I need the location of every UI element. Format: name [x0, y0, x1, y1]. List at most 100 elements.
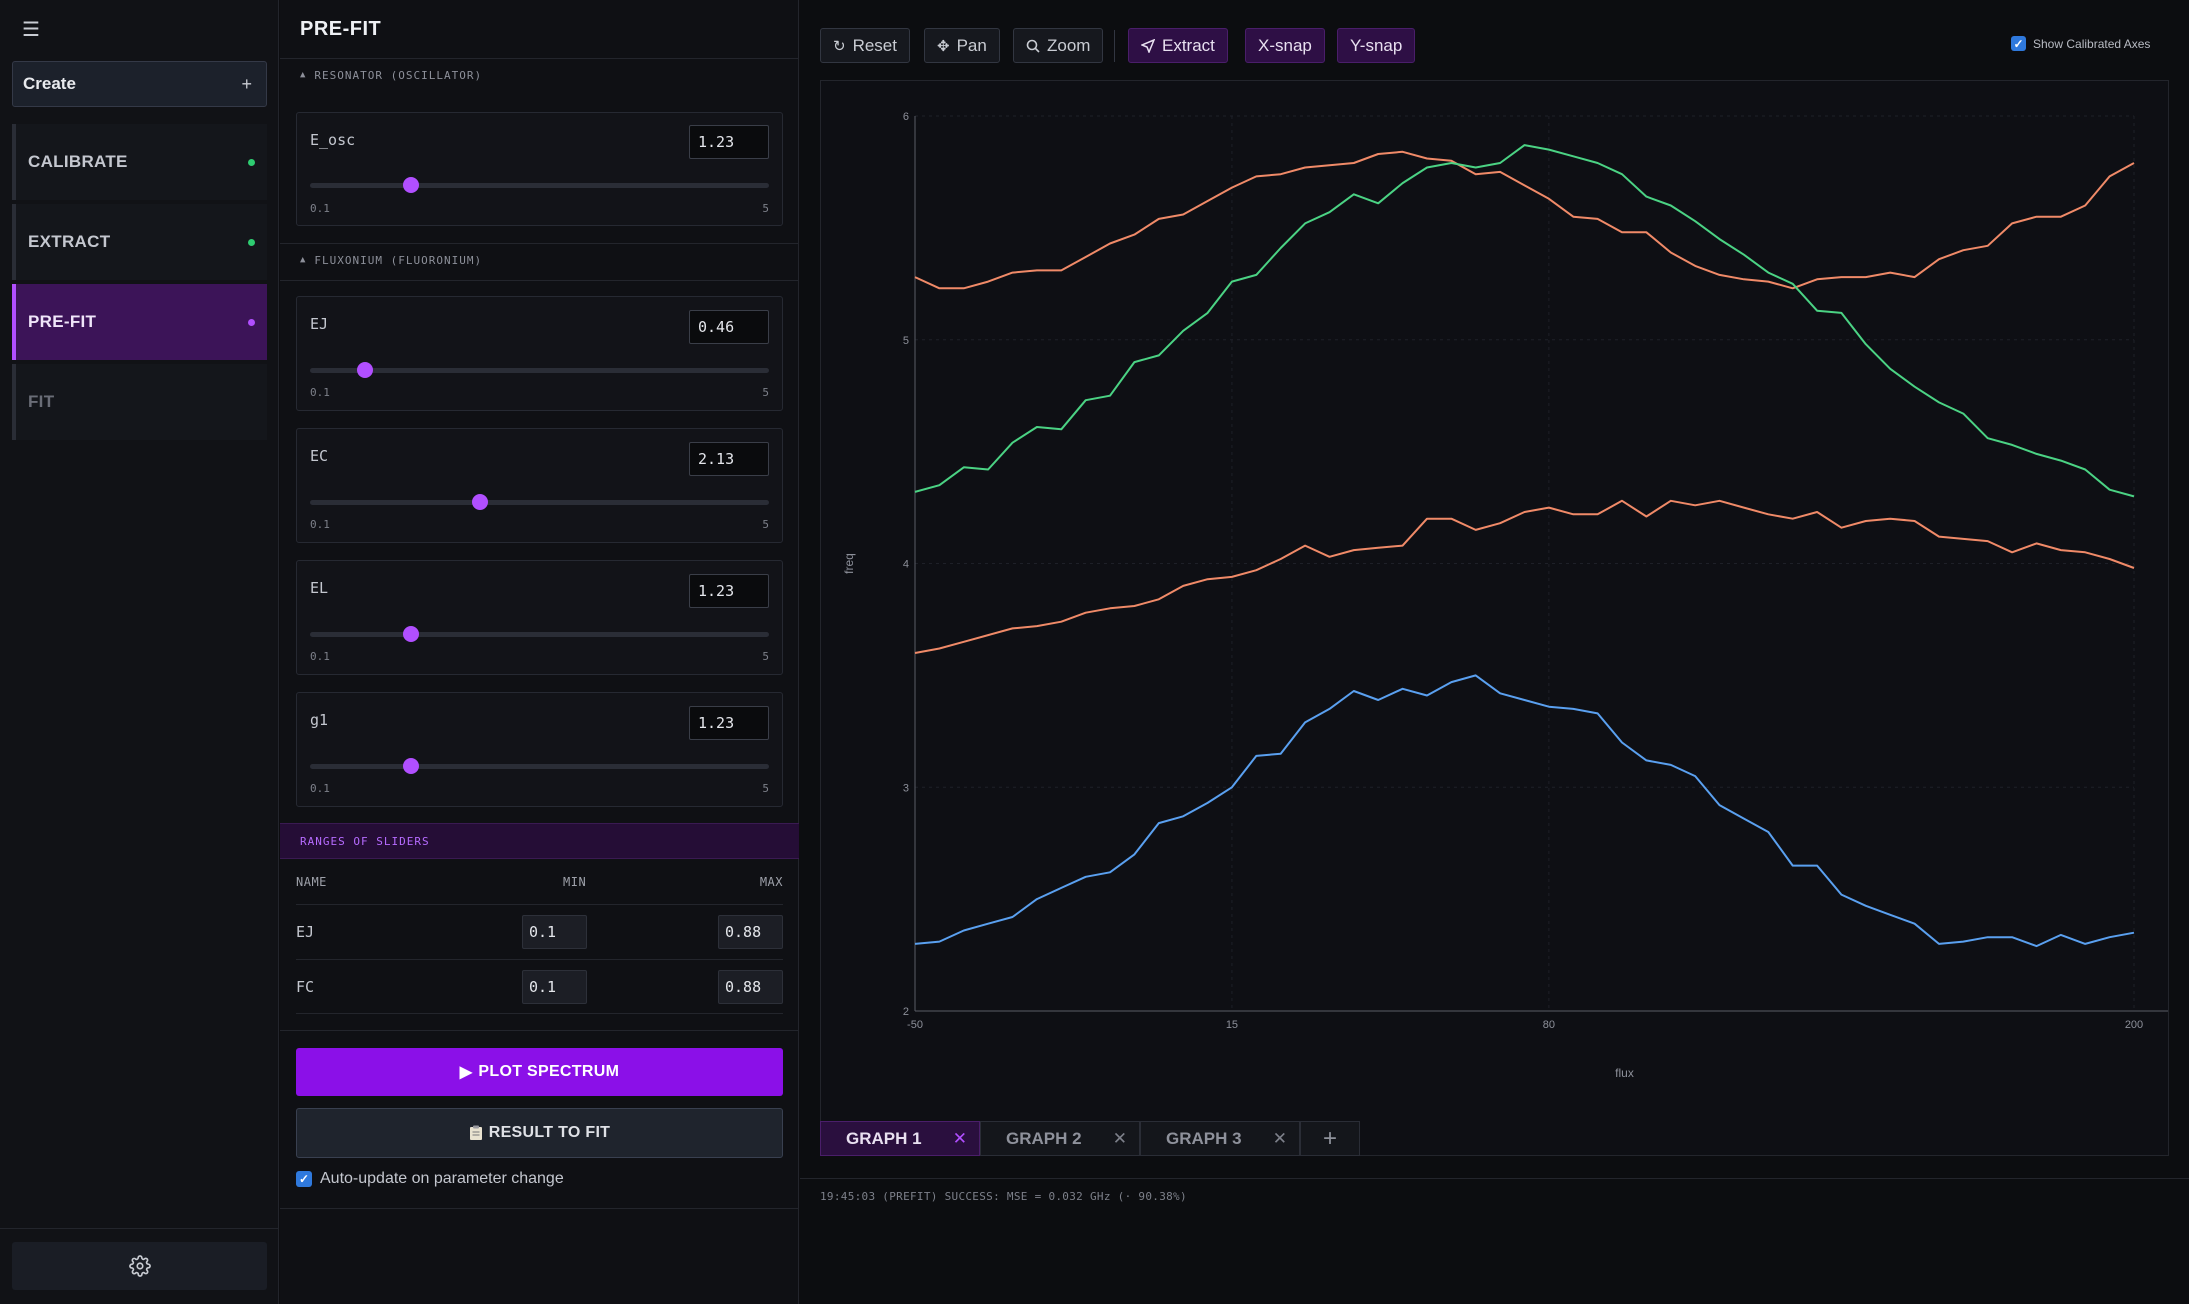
range-max: 5	[762, 782, 769, 795]
spectrum-chart[interactable]: 2 3 4 5 6 -50 15 80 200 flux freq	[821, 81, 2168, 1121]
x-tick-label: 200	[2125, 1019, 2143, 1031]
extract-button[interactable]: Extract	[1128, 28, 1228, 63]
pan-button[interactable]: ✥ Pan	[924, 28, 1000, 63]
param-name: EJ	[310, 315, 329, 333]
section-fluxonium[interactable]: ▲ FLUXONIUM (FLUORONIUM)	[280, 243, 799, 277]
series-line-1	[914, 150, 2135, 290]
plot-spectrum-button[interactable]: ▶ PLOT SPECTRUM	[296, 1048, 783, 1096]
section-ranges[interactable]: RANGES OF SLIDERS	[280, 823, 799, 859]
param-slider[interactable]	[310, 362, 769, 378]
zoom-button[interactable]: Zoom	[1013, 28, 1104, 63]
range-max: 5	[762, 518, 769, 531]
clipboard-icon	[469, 1125, 482, 1140]
step-extract[interactable]: EXTRACT	[12, 204, 267, 280]
checkbox-checked-icon[interactable]: ✓	[2011, 36, 2026, 51]
param-name: g1	[310, 711, 329, 729]
slider-thumb[interactable]	[402, 758, 419, 774]
param-value-input[interactable]: 1.23	[689, 125, 769, 159]
plot-frame[interactable]: 2 3 4 5 6 -50 15 80 200 flux freq	[820, 80, 2169, 1156]
step-prefit[interactable]: PRE-FIT	[12, 284, 267, 360]
reset-label: Reset	[852, 35, 897, 55]
y-tick-label: 5	[903, 335, 909, 347]
zoom-label: Zoom	[1047, 35, 1091, 55]
tab-label: GRAPH 3	[1166, 1128, 1242, 1148]
param-slider[interactable]	[310, 177, 769, 193]
show-calibrated-axes-toggle[interactable]: ✓ Show Calibrated Axes	[2011, 36, 2150, 51]
step-fit[interactable]: FIT	[12, 364, 267, 440]
param-card-g1: g1 1.23 0.1 5	[296, 692, 783, 807]
table-header: NAME MIN MAX	[296, 860, 783, 904]
range-max: 5	[762, 650, 769, 663]
close-icon[interactable]: ✕	[1272, 1128, 1287, 1148]
reset-icon: ↻	[833, 37, 846, 55]
divider	[280, 1208, 799, 1209]
create-button[interactable]: Create +	[12, 61, 267, 107]
param-slider[interactable]	[310, 494, 769, 510]
y-tick-label: 6	[903, 111, 909, 123]
divider	[800, 1178, 2189, 1179]
status-dot	[248, 238, 255, 246]
x-tick-label: 15	[1226, 1019, 1238, 1031]
auto-update-toggle[interactable]: ✓ Auto-update on parameter change	[296, 1170, 564, 1188]
x-tick-label: 80	[1543, 1019, 1555, 1031]
max-input[interactable]: 0.88	[718, 969, 783, 1004]
slider-thumb[interactable]	[471, 494, 488, 510]
panel-title: PRE-FIT	[300, 18, 382, 40]
param-name: EL	[310, 579, 329, 597]
series-line-2	[914, 144, 2135, 498]
y-snap-button[interactable]: Y-snap	[1337, 28, 1416, 63]
divider	[280, 58, 799, 59]
move-icon: ✥	[937, 37, 950, 55]
status-message: 19:45:03 (PREFIT) SUCCESS: MSE = 0.032 G…	[820, 1190, 1187, 1203]
param-value-input[interactable]: 1.23	[689, 706, 769, 740]
create-label: Create	[23, 74, 76, 93]
col-min: MIN	[563, 875, 587, 889]
tab-graph-1[interactable]: GRAPH 1 ✕	[820, 1121, 980, 1156]
tab-label: GRAPH 2	[1006, 1128, 1082, 1148]
add-tab-button[interactable]: +	[1300, 1121, 1360, 1156]
range-min: 0.1	[310, 782, 330, 795]
param-value-input[interactable]: 1.23	[689, 574, 769, 608]
min-input[interactable]: 0.1	[522, 969, 587, 1004]
series-line-3	[914, 499, 2135, 654]
slider-thumb[interactable]	[357, 362, 374, 378]
param-name: E_osc	[310, 131, 356, 149]
param-slider[interactable]	[310, 626, 769, 642]
step-calibrate[interactable]: CALIBRATE	[12, 124, 267, 200]
pointer-icon	[1141, 38, 1155, 53]
reset-button[interactable]: ↻ Reset	[820, 28, 910, 63]
settings-button[interactable]	[12, 1242, 267, 1290]
param-value-input[interactable]: 2.13	[689, 442, 769, 476]
tab-label: GRAPH 1	[846, 1128, 922, 1148]
menu-icon[interactable]: ☰	[22, 19, 40, 41]
slider-thumb[interactable]	[402, 177, 419, 193]
step-label: FIT	[28, 392, 55, 411]
tab-graph-3[interactable]: GRAPH 3 ✕	[1140, 1121, 1300, 1156]
close-icon[interactable]: ✕	[952, 1128, 967, 1148]
divider	[280, 280, 799, 281]
tab-graph-2[interactable]: GRAPH 2 ✕	[980, 1121, 1140, 1156]
divider	[280, 1030, 799, 1031]
section-resonator[interactable]: ▲ RESONATOR (OSCILLATOR)	[280, 58, 799, 92]
play-icon: ▶	[459, 1064, 473, 1081]
result-to-fit-button[interactable]: RESULT TO FIT	[296, 1108, 783, 1158]
x-snap-button[interactable]: X-snap	[1245, 28, 1325, 63]
param-slider[interactable]	[310, 758, 769, 774]
checkbox-checked-icon[interactable]: ✓	[296, 1171, 312, 1187]
range-min: 0.1	[310, 650, 330, 663]
divider	[280, 243, 799, 244]
divider	[0, 1228, 279, 1229]
slider-thumb[interactable]	[402, 626, 419, 642]
param-value-input[interactable]: 0.46	[689, 310, 769, 344]
chevron-up-icon: ▲	[300, 255, 307, 265]
auto-update-label: Auto-update on parameter change	[320, 1170, 564, 1187]
y-axis-label: freq	[842, 553, 856, 574]
param-card-ec: EC 2.13 0.1 5	[296, 428, 783, 543]
max-input[interactable]: 0.88	[718, 915, 783, 949]
min-input[interactable]: 0.1	[522, 915, 587, 949]
row-name: EJ	[296, 923, 315, 941]
y-tick-label: 3	[903, 782, 909, 794]
close-icon[interactable]: ✕	[1112, 1128, 1127, 1148]
x-axis-label: flux	[1615, 1066, 1634, 1080]
gear-icon	[128, 1255, 151, 1277]
